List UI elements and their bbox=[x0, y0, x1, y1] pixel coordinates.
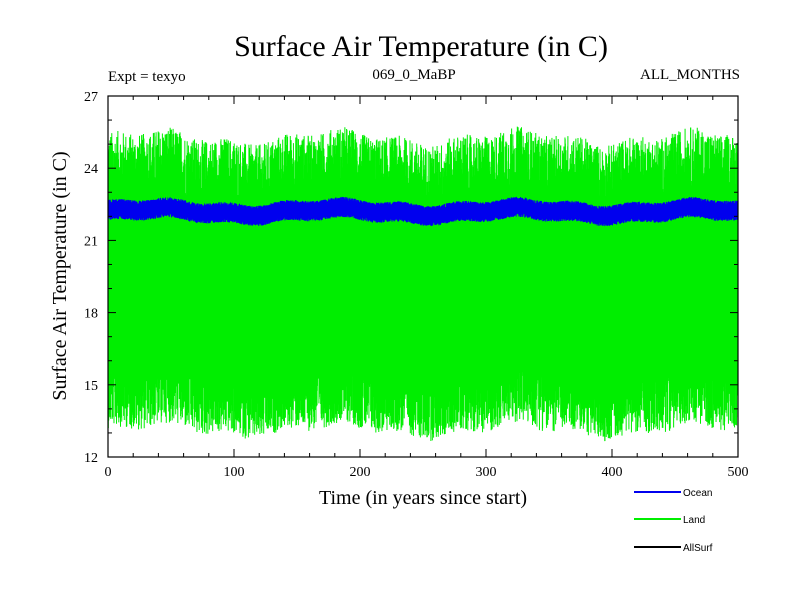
series-line-ocean bbox=[108, 196, 738, 227]
chart-title: Surface Air Temperature (in C) bbox=[234, 30, 608, 63]
y-tick-label: 15 bbox=[84, 379, 98, 394]
chart-subtitle-left: Expt = texyo bbox=[108, 69, 186, 85]
legend-label-ocean: Ocean bbox=[683, 488, 712, 499]
series-layer bbox=[108, 126, 738, 442]
y-tick-label: 21 bbox=[84, 234, 98, 249]
y-tick-label: 24 bbox=[84, 162, 98, 177]
legend-label-land: Land bbox=[683, 515, 705, 526]
chart-subtitle-right: ALL_MONTHS bbox=[640, 67, 740, 83]
x-axis-label: Time (in years since start) bbox=[319, 487, 527, 509]
plot-frame bbox=[107, 95, 739, 458]
y-tick-label: 12 bbox=[84, 451, 98, 466]
series-line-land bbox=[108, 126, 738, 442]
x-tick-label: 100 bbox=[224, 465, 245, 480]
y-tick-label: 18 bbox=[84, 307, 98, 322]
chart-subtitle-center: 069_0_MaBP bbox=[372, 67, 455, 83]
x-tick-label: 200 bbox=[350, 465, 371, 480]
legend: Ocean Land AllSurf bbox=[634, 488, 713, 554]
x-tick-label: 500 bbox=[728, 465, 749, 480]
x-tick-label: 0 bbox=[105, 465, 112, 480]
y-tick-label: 27 bbox=[84, 90, 98, 105]
axes-layer: 0 100 200 300 400 500 12 15 18 21 24 27 bbox=[84, 90, 749, 480]
x-tick-label: 400 bbox=[602, 465, 623, 480]
legend-label-allsurf: AllSurf bbox=[683, 543, 713, 554]
x-tick-label: 300 bbox=[476, 465, 497, 480]
y-axis-label: Surface Air Temperature (in C) bbox=[49, 151, 71, 400]
